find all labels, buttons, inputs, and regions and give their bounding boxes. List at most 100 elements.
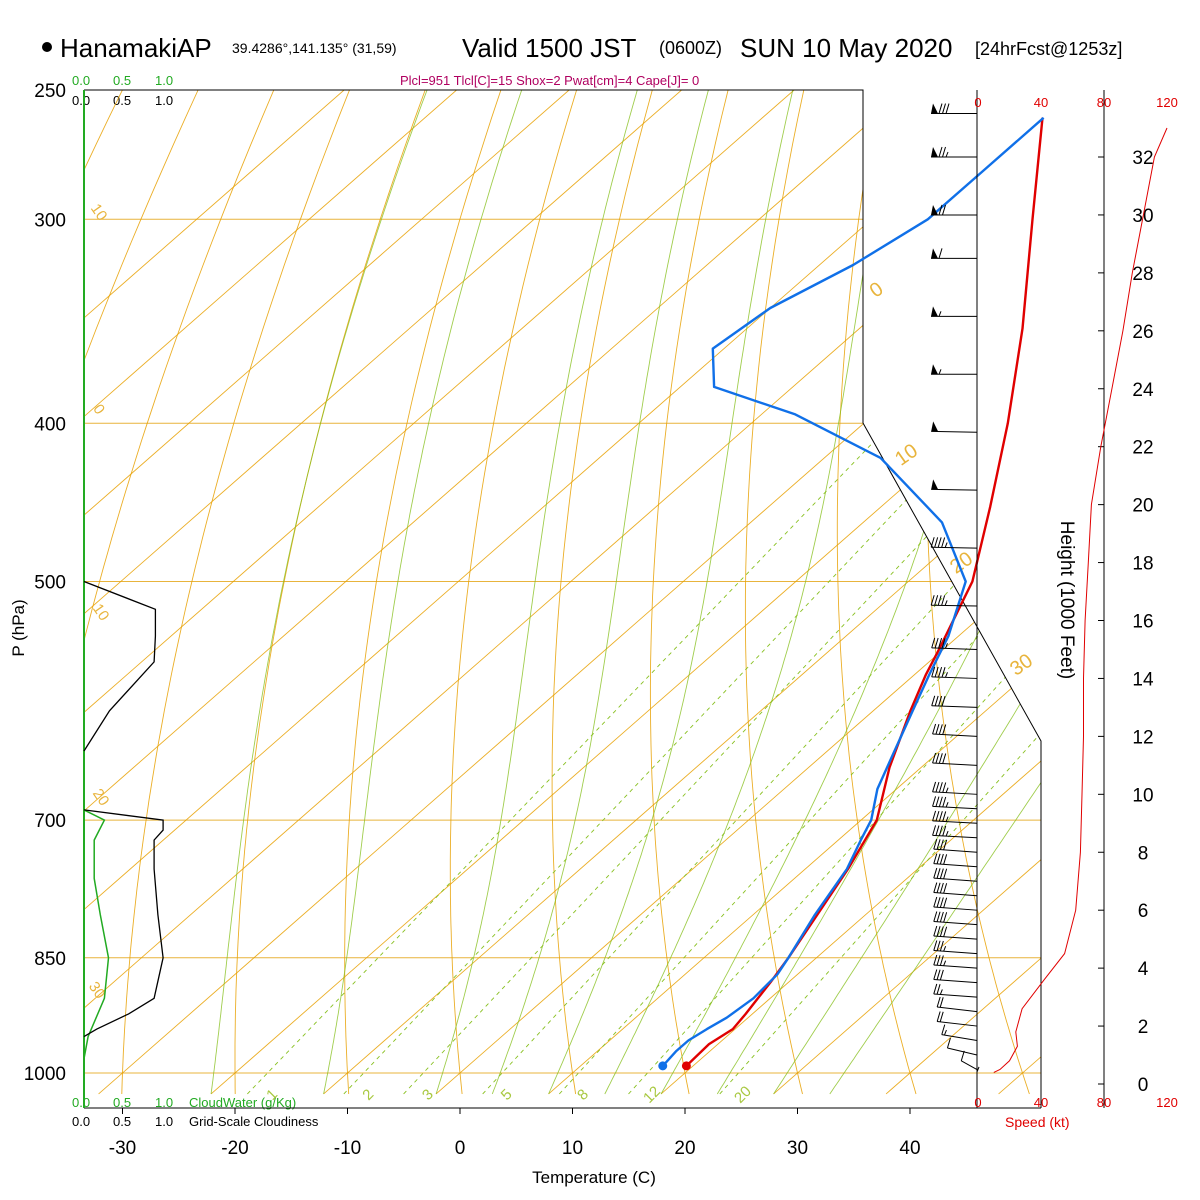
cloud-water-scale-1-bottom: 1.0 <box>155 1095 173 1110</box>
isotherm-line <box>84 90 907 1095</box>
cloudiness-scale-0-bottom: 0.0 <box>72 1114 90 1129</box>
temperature-tick-label: -10 <box>334 1138 361 1159</box>
wind-barb <box>931 146 977 158</box>
wind-barb-full <box>931 637 936 649</box>
wind-barb-full <box>936 868 941 879</box>
wind-barb <box>931 306 977 317</box>
wind-barb-full <box>934 666 939 678</box>
wind-barb <box>933 853 978 868</box>
isotherm-line <box>84 90 682 1095</box>
speed-tick-label-bottom: 0 <box>974 1095 981 1110</box>
wind-barb-full <box>960 1050 965 1062</box>
pressure-tick-label-700: 700 <box>34 811 66 832</box>
height-tick-label: 26 <box>1132 322 1153 343</box>
background-lines: 1 2 3 5 8 12 20 <box>84 90 1200 1107</box>
wind-barb <box>941 1024 978 1042</box>
forecast-info: [24hrFcst@1253z] <box>975 39 1122 59</box>
dry-adiabat-line <box>1096 90 1200 1094</box>
temperature-tick-label: 0 <box>455 1138 466 1159</box>
cloudiness-scale-1-top: 1.0 <box>155 93 173 108</box>
wind-barb-staff <box>932 834 978 839</box>
wind-barb-full <box>942 811 947 822</box>
wind-barb-half <box>945 672 948 678</box>
wind-barb-full <box>942 103 946 114</box>
wind-barb-full <box>939 853 944 865</box>
wind-barb-half <box>943 1029 947 1036</box>
wind-barb-full <box>939 955 944 966</box>
wind-barb-full <box>931 666 936 677</box>
x-axis-title: Temperature (C) <box>532 1168 656 1187</box>
wind-barb <box>931 103 977 115</box>
wind-barb-full <box>938 695 943 707</box>
isotherm-line <box>323 90 1041 1095</box>
height-tick-label: 16 <box>1132 612 1153 633</box>
wind-barb-full <box>938 248 943 259</box>
wind-barb-full <box>937 537 942 548</box>
wind-barb <box>936 996 978 1013</box>
isotherm-line <box>210 90 1041 1095</box>
pressure-tick-label-500: 500 <box>34 573 66 594</box>
wind-barb-pennant <box>931 479 939 490</box>
wind-barb-staff <box>931 546 978 549</box>
wind-barb <box>933 954 978 969</box>
wind-barb-full <box>936 969 941 980</box>
isotherm-label: 0 <box>866 278 888 302</box>
wind-barb-staff <box>931 705 978 708</box>
wind-barb <box>931 695 978 708</box>
wind-barb-full <box>936 897 941 908</box>
wind-barb-full <box>933 969 938 980</box>
wind-barb-full <box>938 724 943 735</box>
cloudiness-legend: Grid-Scale Cloudiness <box>189 1114 319 1129</box>
wind-barb-half <box>943 960 947 966</box>
dry-adiabat-line <box>1178 90 1200 1094</box>
dry-adiabat-line <box>551 90 653 1095</box>
pressure-tick-label-250: 250 <box>34 81 66 102</box>
station-coords: 39.4286°,141.135° (31,59) <box>232 40 397 56</box>
moist-adiabat-line <box>435 90 638 1095</box>
wind-barb-full <box>935 753 940 764</box>
wind-barb-staff <box>933 949 978 955</box>
wind-barb <box>931 248 977 259</box>
wind-barb-half <box>945 830 949 837</box>
wind-barb-staff <box>932 791 978 795</box>
wind-barb-full <box>936 996 941 1008</box>
wind-barb-full <box>938 753 943 764</box>
cloud-water-scale-1-top: 1.0 <box>155 73 173 88</box>
wind-barb <box>930 537 978 549</box>
wind-barb <box>931 666 978 679</box>
wind-barb-staff <box>961 1060 978 1070</box>
wind-barb-full <box>941 667 946 678</box>
wind-barb-full <box>936 911 941 922</box>
wind-barb-pennant <box>931 147 938 157</box>
wind-barb-half <box>944 600 948 606</box>
wind-barb-staff <box>933 935 978 940</box>
valid-time: Valid 1500 JST <box>462 33 637 63</box>
height-tick-label: 12 <box>1132 727 1153 748</box>
station-dot-icon <box>42 42 52 52</box>
temperature-tick-label: -20 <box>221 1138 248 1159</box>
stability-params: Plcl=951 Tlcl[C]=15 Shox=2 Pwat[cm]=4 Ca… <box>400 73 699 88</box>
plot-frame-right <box>84 89 1042 1108</box>
isotherm-line <box>435 90 1041 1095</box>
mixing-ratio-label: 20 <box>731 1083 755 1107</box>
wind-barb <box>976 1066 980 1082</box>
cloud-water-scale-0-bottom: 0.0 <box>72 1095 90 1110</box>
speed-tick-label-top: 120 <box>1156 95 1178 110</box>
wind-barb-full <box>938 825 943 836</box>
isotherm-line <box>98 90 1041 1095</box>
wind-barb-staff <box>932 820 978 824</box>
isotherm-line <box>84 90 570 1095</box>
wind-barb-full <box>931 695 936 706</box>
wind-barb <box>932 810 978 824</box>
wind-barb <box>933 896 978 911</box>
wind-barb <box>931 364 977 375</box>
wind-barb-staff <box>931 604 978 607</box>
wind-barb-staff <box>931 676 978 679</box>
wind-barb-staff <box>933 993 978 998</box>
wind-barb-full <box>934 637 939 649</box>
wind-barb-full <box>932 796 937 807</box>
wind-barb-staff <box>933 906 978 911</box>
wind-barb-full <box>946 1037 951 1049</box>
wind-barb-full <box>930 537 935 548</box>
